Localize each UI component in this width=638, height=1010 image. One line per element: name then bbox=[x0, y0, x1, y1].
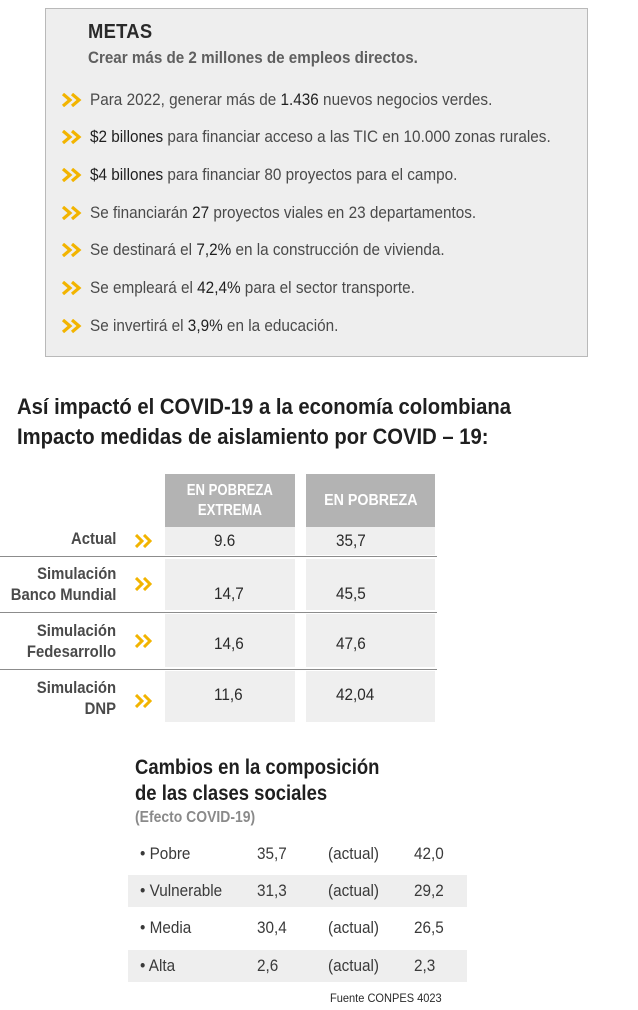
goal-text: Se empleará el 42,4% para el sector tran… bbox=[90, 278, 415, 297]
goal-item: Se empleará el 42,4% para el sector tran… bbox=[62, 276, 451, 300]
goal-text: $4 billones para financiar 80 proyectos … bbox=[90, 165, 458, 184]
double-chevron-right-icon bbox=[135, 577, 153, 591]
goal-text: Se destinará el 7,2% en la construcción … bbox=[90, 240, 445, 259]
goal-item: Para 2022, generar más de 1.436 nuevos n… bbox=[62, 88, 537, 112]
double-chevron-right-icon bbox=[62, 206, 82, 220]
class-tag: (actual) bbox=[328, 844, 380, 863]
double-chevron-right-icon bbox=[62, 168, 82, 182]
cell-bg bbox=[165, 559, 295, 610]
row-divider bbox=[0, 612, 437, 613]
value-extrema: 11,6 bbox=[214, 685, 243, 704]
value-pobreza: 35,7 bbox=[336, 531, 366, 550]
goal-text: $2 billones para financiar acceso a las … bbox=[90, 127, 551, 146]
class-name: • Vulnerable bbox=[140, 881, 223, 900]
class-tag: (actual) bbox=[328, 918, 380, 937]
goal-text: Se invertirá el 3,9% en la educación. bbox=[90, 316, 339, 335]
table-row: • Pobre 35,7 (actual) 42,0 bbox=[128, 838, 467, 870]
double-chevron-right-icon bbox=[135, 694, 153, 708]
value-extrema: 14,7 bbox=[214, 584, 244, 603]
class-value: 31,3 bbox=[257, 881, 287, 900]
double-chevron-right-icon bbox=[62, 130, 82, 144]
row-divider bbox=[0, 669, 437, 670]
cell-bg bbox=[306, 671, 435, 722]
row-label: Simulación Fedesarrollo bbox=[26, 622, 116, 661]
goal-item: Se destinará el 7,2% en la construcción … bbox=[62, 238, 484, 262]
impact-heading: Impacto medidas de aislamiento por COVID… bbox=[17, 424, 489, 449]
goal-text: Se financiarán 27 proyectos viales en 23… bbox=[90, 203, 477, 222]
class-name: • Pobre bbox=[140, 844, 191, 863]
cell-bg bbox=[306, 527, 435, 555]
double-chevron-right-icon bbox=[62, 281, 82, 295]
class-tag: (actual) bbox=[328, 881, 380, 900]
covid-heading: Así impactó el COVID-19 a la economía co… bbox=[17, 394, 512, 419]
class-value: 2,6 bbox=[257, 956, 279, 975]
value-extrema: 14,6 bbox=[214, 634, 244, 653]
row-label: Simulación DNP bbox=[36, 679, 116, 718]
cell-bg bbox=[165, 614, 295, 667]
row-label: Actual bbox=[70, 530, 116, 548]
class-name: • Media bbox=[140, 918, 192, 937]
goal-item: Se financiarán 27 proyectos viales en 23… bbox=[62, 201, 519, 225]
class-value: 35,7 bbox=[257, 844, 287, 863]
class-tag: (actual) bbox=[328, 956, 380, 975]
double-chevron-right-icon bbox=[62, 319, 82, 333]
class-name: • Alta bbox=[140, 956, 176, 975]
double-chevron-right-icon bbox=[135, 534, 153, 548]
class-value: 30,4 bbox=[257, 918, 287, 937]
class-actual: 29,2 bbox=[414, 881, 444, 900]
double-chevron-right-icon bbox=[135, 634, 153, 648]
value-pobreza: 42,04 bbox=[336, 685, 375, 704]
cell-bg bbox=[165, 671, 295, 722]
table-row: • Alta 2,6 (actual) 2,3 bbox=[128, 950, 467, 982]
value-pobreza: 47,6 bbox=[336, 634, 366, 653]
col-header-extrema: EN POBREZA EXTREMA bbox=[165, 474, 295, 527]
table-row: • Media 30,4 (actual) 26,5 bbox=[128, 912, 467, 944]
value-pobreza: 45,5 bbox=[336, 584, 366, 603]
source-credit: Fuente CONPES 4023 bbox=[330, 991, 442, 1005]
cell-bg bbox=[165, 527, 295, 555]
value-extrema: 9.6 bbox=[214, 531, 236, 550]
metas-title: METAS bbox=[88, 21, 153, 43]
goal-text: Para 2022, generar más de 1.436 nuevos n… bbox=[90, 90, 493, 109]
col-header-pobreza: EN POBREZA bbox=[306, 474, 435, 527]
row-label: Simulación Banco Mundial bbox=[10, 565, 116, 604]
goal-item: Se invertirá el 3,9% en la educación. bbox=[62, 314, 366, 338]
class-actual: 42,0 bbox=[414, 844, 444, 863]
metas-subtitle: Crear más de 2 millones de empleos direc… bbox=[88, 49, 418, 67]
clases-note: (Efecto COVID-19) bbox=[135, 809, 256, 826]
double-chevron-right-icon bbox=[62, 243, 82, 257]
cell-bg bbox=[306, 614, 435, 667]
table-row: • Vulnerable 31,3 (actual) 29,2 bbox=[128, 875, 467, 907]
class-actual: 2,3 bbox=[414, 956, 436, 975]
row-divider bbox=[0, 556, 437, 557]
cell-bg bbox=[306, 559, 435, 610]
double-chevron-right-icon bbox=[62, 93, 82, 107]
metas-box: METAS Crear más de 2 millones de empleos… bbox=[45, 8, 588, 357]
goal-item: $2 billones para financiar acceso a las … bbox=[62, 125, 602, 149]
goal-item: $4 billones para financiar 80 proyectos … bbox=[62, 163, 498, 187]
clases-title: Cambios en la composición bbox=[135, 756, 380, 779]
class-actual: 26,5 bbox=[414, 918, 444, 937]
clases-title: de las clases sociales bbox=[135, 782, 328, 805]
